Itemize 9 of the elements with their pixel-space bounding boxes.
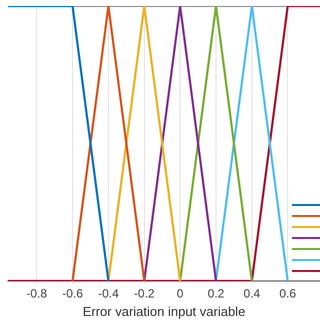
x-tick-label: -0.6 [62, 286, 84, 301]
x-tick-label: 0.6 [279, 286, 296, 301]
x-tick-label: 0 [176, 286, 184, 301]
x-tick-label: 0.2 [208, 286, 225, 301]
x-tick-label: -0.4 [98, 286, 120, 301]
x-tick-label: -0.2 [134, 286, 155, 301]
x-axis-title: Error variation input variable [82, 304, 246, 319]
x-tick-label: 0.4 [244, 286, 261, 301]
x-tick-label: -0.8 [26, 286, 48, 301]
